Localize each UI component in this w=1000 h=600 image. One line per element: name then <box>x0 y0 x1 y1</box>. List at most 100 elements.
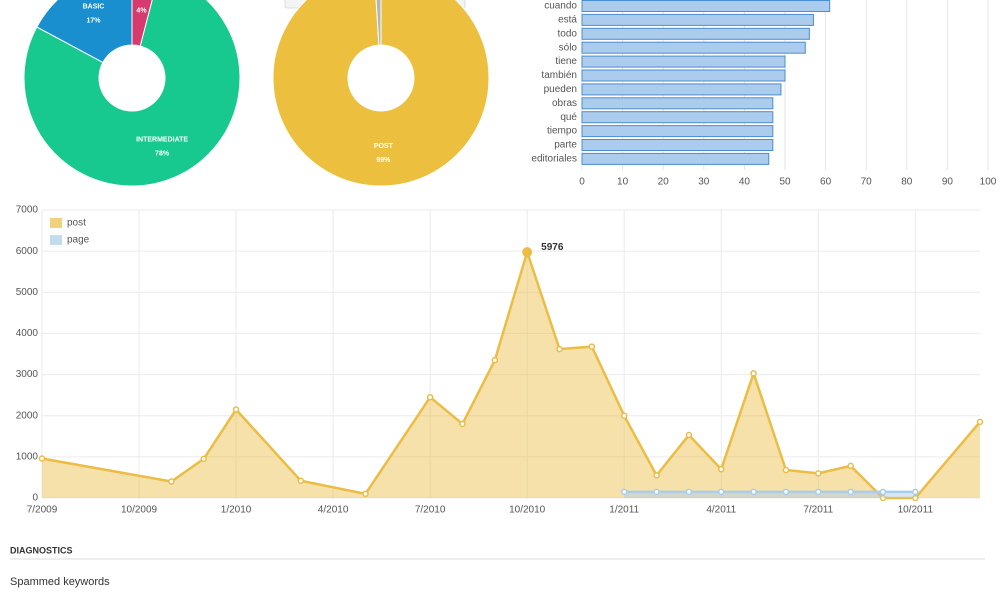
x-tick-label: 40 <box>739 177 751 188</box>
x-tick-label: 10/2010 <box>509 505 546 516</box>
slice-label: POST <box>374 143 394 150</box>
point <box>976 418 984 426</box>
y-tick-label: 7000 <box>16 205 39 216</box>
x-tick-label: 7/2009 <box>27 505 58 516</box>
y-tick-label: pueden <box>544 84 577 95</box>
point <box>879 494 887 502</box>
point <box>297 477 305 484</box>
tooltip-value: 5976 <box>541 242 564 253</box>
point <box>653 472 660 479</box>
pie-slice <box>36 0 133 64</box>
point <box>717 465 725 473</box>
y-tick-label: 5000 <box>16 287 39 298</box>
slice-value: 17% <box>86 17 101 24</box>
point <box>168 478 175 485</box>
y-tick-label: 6000 <box>16 246 39 257</box>
bar <box>581 0 831 12</box>
y-tick-label: tiene <box>555 56 577 67</box>
point <box>847 488 854 496</box>
x-tick-label: 10 <box>617 177 629 188</box>
y-tick-label: qué <box>560 112 577 123</box>
y-tick-label: todo <box>558 28 578 39</box>
bar <box>581 152 770 165</box>
y-tick-label: cuando <box>544 1 577 12</box>
point <box>362 490 369 498</box>
highlight-point <box>522 247 533 258</box>
point <box>232 406 240 413</box>
x-tick-label: 20 <box>658 177 670 188</box>
x-tick-label: 10/2009 <box>121 505 158 516</box>
point <box>459 420 466 428</box>
bar <box>581 41 806 54</box>
point <box>750 488 757 496</box>
slice-label: BASIC <box>83 3 105 10</box>
point <box>782 488 790 496</box>
slice-value: 4% <box>136 7 147 14</box>
legend-swatch <box>50 235 62 245</box>
x-tick-label: 100 <box>980 177 997 188</box>
pie-slice <box>272 0 490 187</box>
x-tick-label: 1/2010 <box>221 505 252 516</box>
area-fill <box>624 491 916 498</box>
x-tick-label: 1/2011 <box>609 505 639 516</box>
legend-swatch <box>50 218 62 228</box>
x-tick-label: 7/2010 <box>415 505 446 516</box>
x-tick-label: 4/2011 <box>706 505 736 516</box>
y-tick-label: editoriales <box>531 154 577 165</box>
point <box>556 345 563 353</box>
point <box>38 455 46 462</box>
point <box>685 431 693 439</box>
y-tick-label: 0 <box>32 493 38 504</box>
slice-value: 99% <box>376 157 391 164</box>
x-tick-label: 7/2011 <box>803 505 833 516</box>
point <box>912 494 919 502</box>
point <box>750 370 757 377</box>
y-tick-label: obras <box>552 98 577 109</box>
pie-slice <box>23 0 241 187</box>
bar <box>581 69 786 82</box>
bar <box>581 139 774 151</box>
point <box>912 488 919 496</box>
bar <box>581 111 774 124</box>
area-fill <box>42 252 980 498</box>
point <box>847 462 854 470</box>
point <box>685 488 693 496</box>
point <box>426 393 434 401</box>
y-tick-label: tiempo <box>547 126 577 137</box>
point <box>620 488 628 496</box>
x-tick-label: 0 <box>579 177 585 188</box>
point <box>491 356 499 364</box>
legend-label: post <box>67 218 86 229</box>
section-label: Spammed keywords <box>10 576 110 588</box>
point <box>620 412 628 419</box>
y-tick-label: 2000 <box>16 410 39 421</box>
pie-slice <box>375 0 382 46</box>
slice-value: 78% <box>155 151 170 158</box>
x-tick-label: 80 <box>901 177 913 188</box>
bar <box>581 13 814 26</box>
point <box>200 455 207 463</box>
legend-label: page <box>67 235 90 246</box>
section-title: DIAGNOSTICS <box>10 545 73 555</box>
point <box>815 470 822 477</box>
x-tick-label: 10/2011 <box>898 505 934 516</box>
point <box>717 488 725 496</box>
y-tick-label: 1000 <box>16 451 39 462</box>
y-tick-label: está <box>558 15 577 26</box>
x-tick-label: 60 <box>820 177 832 188</box>
point <box>653 488 660 496</box>
y-tick-label: parte <box>554 140 577 151</box>
bar <box>581 83 782 96</box>
y-tick-label: también <box>541 70 577 81</box>
x-tick-label: 30 <box>698 177 710 188</box>
y-tick-label: 3000 <box>16 369 39 380</box>
y-tick-label: sólo <box>559 42 578 53</box>
bar <box>581 27 810 40</box>
point <box>588 343 596 350</box>
point <box>879 488 887 496</box>
bar <box>581 125 774 138</box>
x-tick-label: 90 <box>942 177 954 188</box>
bar <box>581 55 786 68</box>
